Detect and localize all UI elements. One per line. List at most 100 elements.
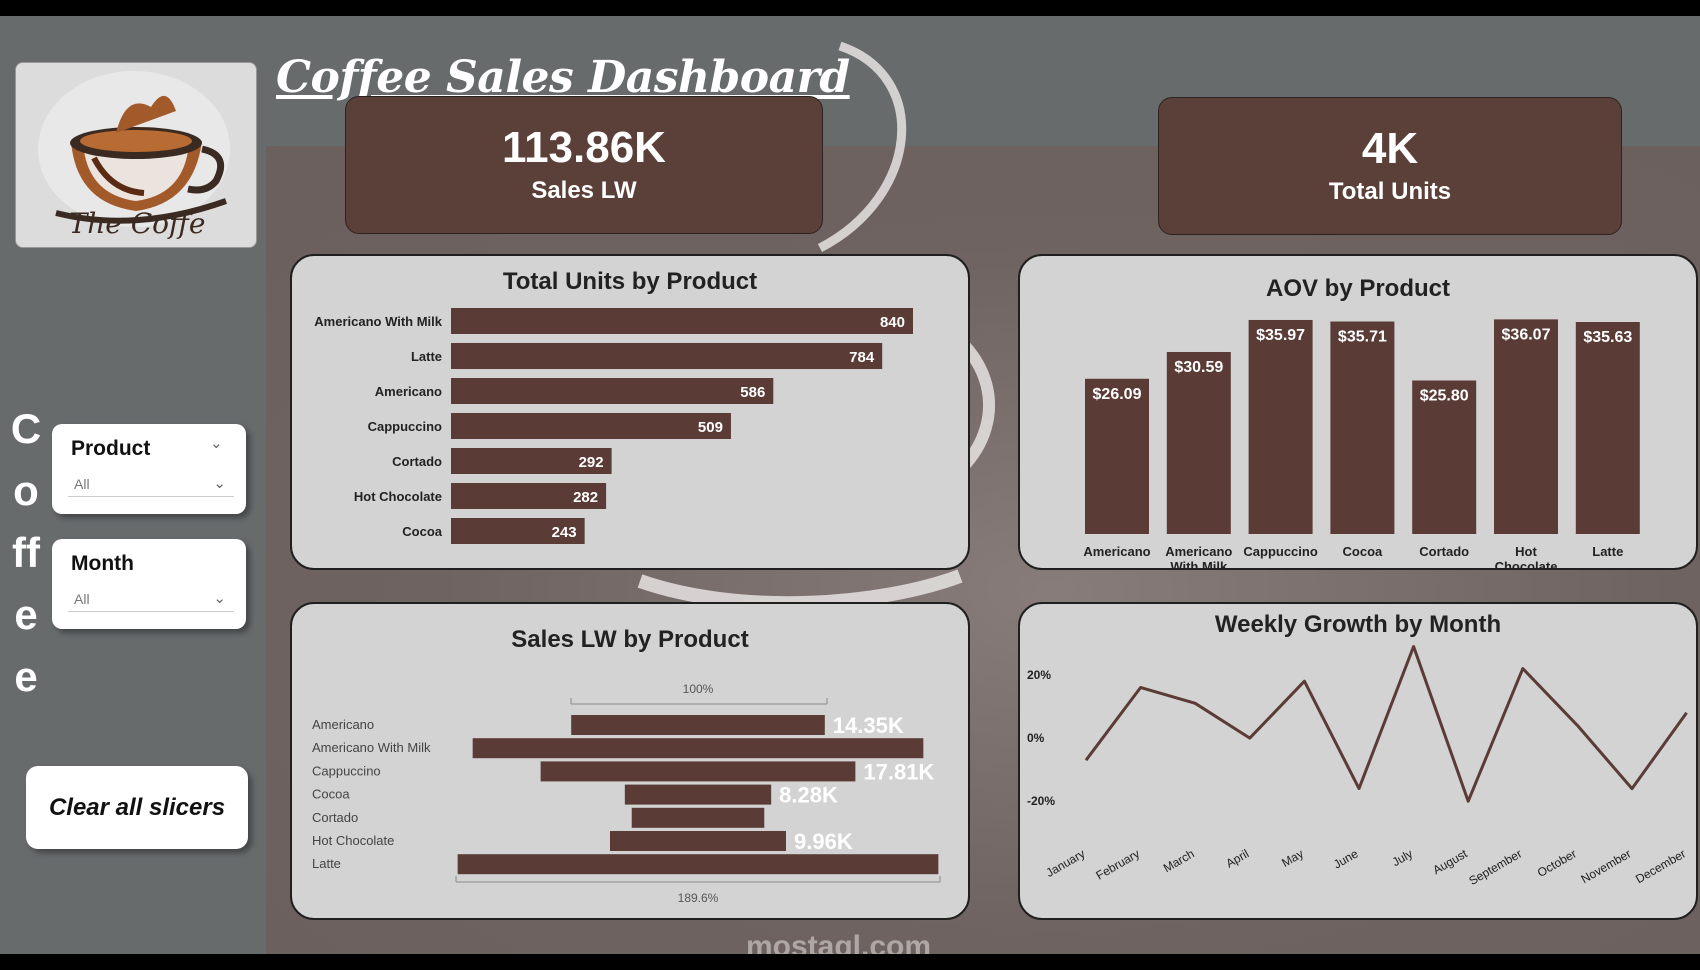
category-label: Latte [411, 349, 442, 364]
bar [451, 308, 913, 334]
page-title: Coffee Sales Dashboard [276, 52, 850, 103]
kpi-label: Total Units [1328, 178, 1452, 205]
slicer-title: Month [71, 552, 134, 575]
bar [472, 738, 924, 759]
slicer-title: Product [71, 437, 151, 460]
side-letter: e [14, 591, 38, 638]
product-dropdown[interactable]: All ⌄ [68, 471, 234, 497]
x-tick-label: November [1579, 846, 1634, 886]
chart-title: Sales LW by Product [511, 626, 749, 653]
data-label: 292 [579, 454, 604, 471]
x-tick-label: April [1224, 846, 1252, 870]
data-label: $26.09 [1093, 386, 1142, 403]
chart-title: Weekly Growth by Month [1214, 611, 1502, 638]
kpi-value: 113.86K [502, 123, 666, 172]
x-tick-label: December [1633, 846, 1688, 886]
chevron-down-icon[interactable]: ⌄ [213, 475, 226, 492]
kpi-card-sales-lw: 113.86K Sales LW [345, 96, 823, 234]
bar [1575, 322, 1640, 534]
category-label: Americano [375, 384, 442, 399]
bar [609, 831, 787, 851]
month-slicer[interactable]: Month All ⌄ [52, 539, 246, 629]
x-tick-label: May [1279, 846, 1306, 869]
data-label: 9.96K [794, 829, 853, 854]
panel-sales-lw-by-product: Sales LW by Product 100% Americano 14.35K A… [290, 602, 970, 920]
data-label: $25.80 [1420, 387, 1469, 404]
data-label: 17.81K [863, 759, 934, 784]
bar [451, 518, 585, 544]
category-label: Cortado [312, 810, 358, 825]
side-letter: C [10, 405, 42, 452]
side-letter: ff [12, 529, 40, 576]
product-slicer[interactable]: Product ⌄ All ⌄ [52, 424, 246, 514]
bar [457, 854, 939, 875]
x-tick-label: February [1094, 846, 1143, 882]
x-tick-label: July [1390, 846, 1415, 869]
y-tick-label: 0% [1027, 731, 1045, 745]
category-label: Latte [312, 856, 341, 871]
data-label: 586 [740, 384, 765, 401]
data-label: $30.59 [1174, 359, 1223, 376]
category-label: With Milk [1170, 559, 1228, 568]
category-label: Americano [1083, 544, 1150, 559]
chevron-down-icon[interactable]: ⌄ [210, 435, 223, 452]
data-label: 282 [573, 489, 598, 506]
category-label: Chocolate [1495, 559, 1558, 568]
clear-all-slicers-button[interactable]: Clear all slicers [26, 766, 248, 849]
category-label: Hot [1515, 544, 1537, 559]
x-tick-label: August [1430, 846, 1470, 877]
scale-label: 189.6% [678, 891, 719, 905]
x-tick-label: June [1331, 846, 1361, 871]
category-label: Cortado [392, 454, 442, 469]
panel-total-units-by-product: Total Units by Product Americano With Mi… [290, 254, 970, 570]
data-label: 243 [552, 524, 577, 541]
logo-text: The Coffe [69, 207, 206, 240]
bar [451, 483, 607, 509]
bar [624, 784, 772, 805]
month-dropdown[interactable]: All ⌄ [68, 586, 234, 612]
bar [1412, 380, 1477, 534]
chart-sales-lw: 100% Americano 14.35K Americano With Milk Ca… [312, 682, 941, 905]
bar [631, 807, 765, 828]
dropdown-value: All [74, 591, 90, 607]
bar [451, 413, 731, 439]
category-label: Americano [1165, 544, 1232, 559]
dropdown-value: All [74, 476, 90, 492]
bar [1330, 321, 1395, 534]
scale-label: 100% [683, 682, 714, 696]
dashboard-canvas: The Coffe Coffee Sales Dashboard C o ff … [0, 16, 1700, 954]
bar [1494, 319, 1558, 534]
coffee-cup-icon: The Coffe [16, 63, 256, 247]
category-label: Cappuccino [368, 419, 442, 434]
data-label: $35.63 [1583, 329, 1632, 346]
data-label: 840 [880, 314, 905, 331]
y-tick-label: 20% [1027, 668, 1051, 682]
x-tick-label: January [1044, 846, 1088, 879]
chevron-down-icon[interactable]: ⌄ [213, 590, 226, 607]
side-letter: e [14, 653, 38, 700]
series-line [1084, 645, 1688, 803]
data-label: $35.97 [1256, 327, 1305, 344]
bar [571, 715, 825, 735]
chart-title: Total Units by Product [502, 268, 758, 295]
category-label: Cocoa [402, 524, 443, 539]
coffee-logo: The Coffe [15, 62, 257, 248]
category-label: Cappuccino [312, 763, 381, 778]
category-label: Americano With Milk [312, 740, 431, 755]
side-vertical-title: C o ff e e [4, 398, 48, 708]
bar [1085, 378, 1149, 534]
category-label: Americano [312, 717, 374, 732]
bar [1248, 319, 1313, 534]
panel-weekly-growth-by-month: Weekly Growth by Month 20% 0% -20% January F… [1018, 602, 1698, 920]
bar [1166, 351, 1231, 534]
data-label: 784 [849, 349, 875, 366]
kpi-value: 4K [1361, 124, 1419, 173]
category-label: Hot Chocolate [312, 833, 394, 848]
bar [451, 343, 883, 369]
y-tick-label: -20% [1027, 794, 1055, 808]
chart-weekly-growth: 20% 0% -20% January February March April May Jun… [1027, 645, 1688, 888]
bar [451, 378, 774, 404]
bar [451, 448, 612, 474]
x-tick-label: October [1535, 846, 1579, 879]
